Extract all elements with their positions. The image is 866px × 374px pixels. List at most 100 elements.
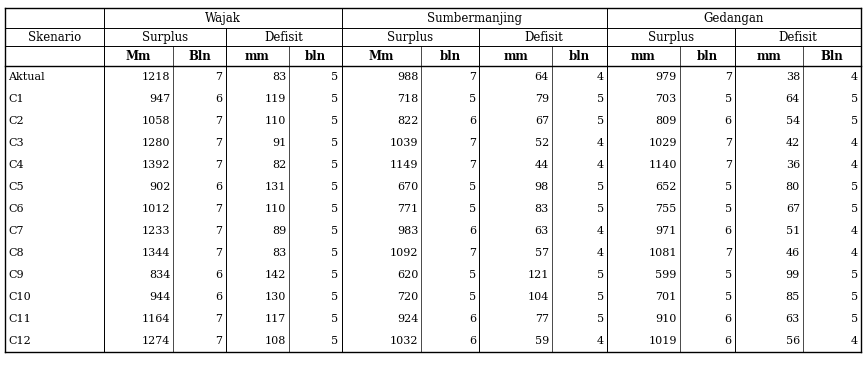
Text: C11: C11 bbox=[8, 314, 31, 324]
Text: 1032: 1032 bbox=[390, 336, 418, 346]
Text: 1092: 1092 bbox=[390, 248, 418, 258]
Text: 142: 142 bbox=[265, 270, 287, 280]
Text: 755: 755 bbox=[656, 204, 676, 214]
Text: 4: 4 bbox=[597, 72, 604, 82]
Text: 5: 5 bbox=[851, 116, 858, 126]
Text: 6: 6 bbox=[725, 336, 732, 346]
Text: 5: 5 bbox=[332, 72, 339, 82]
Text: 80: 80 bbox=[785, 182, 800, 192]
Text: 5: 5 bbox=[851, 204, 858, 214]
Text: 63: 63 bbox=[534, 226, 549, 236]
Text: 63: 63 bbox=[785, 314, 800, 324]
Text: 67: 67 bbox=[785, 204, 800, 214]
Text: 6: 6 bbox=[216, 182, 223, 192]
Text: 5: 5 bbox=[597, 314, 604, 324]
Text: Defisit: Defisit bbox=[524, 31, 563, 43]
Text: 7: 7 bbox=[216, 160, 223, 170]
Text: 7: 7 bbox=[469, 72, 476, 82]
Text: 5: 5 bbox=[597, 270, 604, 280]
Text: 947: 947 bbox=[149, 94, 171, 104]
Text: bln: bln bbox=[440, 49, 461, 62]
Text: 64: 64 bbox=[785, 94, 800, 104]
Text: 5: 5 bbox=[332, 160, 339, 170]
Text: 4: 4 bbox=[851, 160, 858, 170]
Text: 7: 7 bbox=[216, 72, 223, 82]
Text: 89: 89 bbox=[272, 226, 287, 236]
Text: 5: 5 bbox=[725, 182, 732, 192]
Text: 83: 83 bbox=[272, 248, 287, 258]
Text: 971: 971 bbox=[656, 226, 676, 236]
Text: 6: 6 bbox=[469, 116, 476, 126]
Text: 7: 7 bbox=[216, 314, 223, 324]
Text: 4: 4 bbox=[851, 226, 858, 236]
Text: 6: 6 bbox=[216, 270, 223, 280]
Text: 38: 38 bbox=[785, 72, 800, 82]
Text: Sumbermanjing: Sumbermanjing bbox=[427, 12, 522, 25]
Text: 6: 6 bbox=[469, 314, 476, 324]
Text: 59: 59 bbox=[534, 336, 549, 346]
Text: 110: 110 bbox=[265, 204, 287, 214]
Text: 910: 910 bbox=[656, 314, 676, 324]
Text: 5: 5 bbox=[851, 270, 858, 280]
Text: 99: 99 bbox=[785, 270, 800, 280]
Text: 57: 57 bbox=[535, 248, 549, 258]
Text: 670: 670 bbox=[397, 182, 418, 192]
Text: 4: 4 bbox=[851, 248, 858, 258]
Text: 5: 5 bbox=[597, 94, 604, 104]
Text: 979: 979 bbox=[656, 72, 676, 82]
Text: 131: 131 bbox=[265, 182, 287, 192]
Text: 110: 110 bbox=[265, 116, 287, 126]
Text: 5: 5 bbox=[332, 138, 339, 148]
Text: 5: 5 bbox=[597, 182, 604, 192]
Text: 7: 7 bbox=[216, 204, 223, 214]
Text: 652: 652 bbox=[656, 182, 676, 192]
Text: 36: 36 bbox=[785, 160, 800, 170]
Text: 54: 54 bbox=[785, 116, 800, 126]
Text: 5: 5 bbox=[851, 292, 858, 302]
Text: 5: 5 bbox=[469, 204, 476, 214]
Text: mm: mm bbox=[631, 49, 656, 62]
Text: 7: 7 bbox=[216, 248, 223, 258]
Text: 5: 5 bbox=[332, 182, 339, 192]
Text: 7: 7 bbox=[725, 138, 732, 148]
Text: 121: 121 bbox=[527, 270, 549, 280]
Text: 6: 6 bbox=[469, 336, 476, 346]
Text: 4: 4 bbox=[597, 336, 604, 346]
Text: bln: bln bbox=[305, 49, 326, 62]
Text: 1019: 1019 bbox=[648, 336, 676, 346]
Text: 56: 56 bbox=[785, 336, 800, 346]
Text: 902: 902 bbox=[149, 182, 171, 192]
Text: 4: 4 bbox=[597, 226, 604, 236]
Text: 6: 6 bbox=[725, 116, 732, 126]
Text: 1280: 1280 bbox=[142, 138, 171, 148]
Text: mm: mm bbox=[757, 49, 781, 62]
Text: 7: 7 bbox=[469, 248, 476, 258]
Text: 7: 7 bbox=[469, 160, 476, 170]
Text: 119: 119 bbox=[265, 94, 287, 104]
Text: 108: 108 bbox=[265, 336, 287, 346]
Text: C2: C2 bbox=[8, 116, 23, 126]
Text: 1140: 1140 bbox=[648, 160, 676, 170]
Text: C8: C8 bbox=[8, 248, 23, 258]
Text: 1081: 1081 bbox=[648, 248, 676, 258]
Text: 834: 834 bbox=[149, 270, 171, 280]
Text: 7: 7 bbox=[216, 226, 223, 236]
Text: 5: 5 bbox=[597, 116, 604, 126]
Text: 85: 85 bbox=[785, 292, 800, 302]
Text: 83: 83 bbox=[272, 72, 287, 82]
Text: 5: 5 bbox=[332, 336, 339, 346]
Text: 5: 5 bbox=[851, 182, 858, 192]
Text: 104: 104 bbox=[527, 292, 549, 302]
Text: 5: 5 bbox=[332, 248, 339, 258]
Text: 5: 5 bbox=[469, 94, 476, 104]
Text: C4: C4 bbox=[8, 160, 23, 170]
Text: C1: C1 bbox=[8, 94, 23, 104]
Text: 720: 720 bbox=[397, 292, 418, 302]
Text: 5: 5 bbox=[597, 204, 604, 214]
Text: 91: 91 bbox=[272, 138, 287, 148]
Text: 701: 701 bbox=[656, 292, 676, 302]
Text: 7: 7 bbox=[725, 160, 732, 170]
Text: 52: 52 bbox=[534, 138, 549, 148]
Text: 51: 51 bbox=[785, 226, 800, 236]
Text: Surplus: Surplus bbox=[387, 31, 434, 43]
